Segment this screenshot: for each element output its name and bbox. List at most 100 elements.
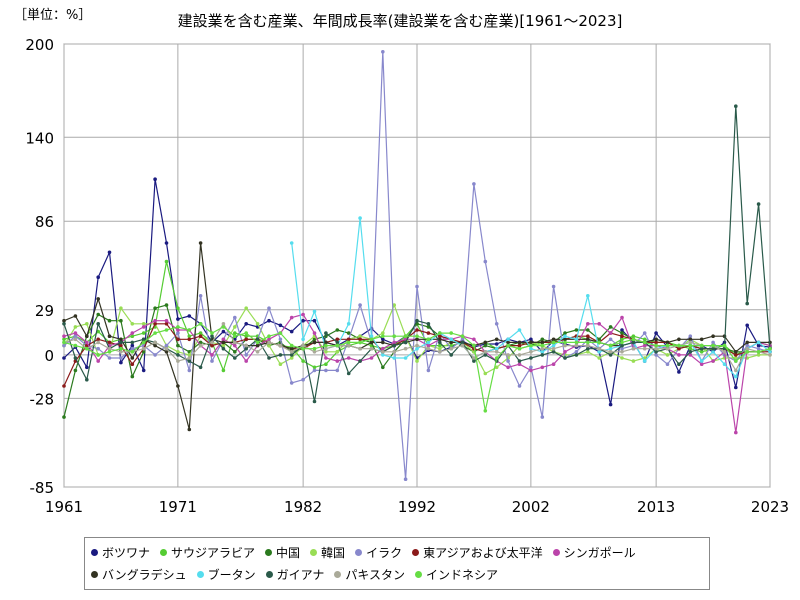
data-point: [586, 294, 590, 298]
data-point: [244, 346, 248, 351]
data-point: [198, 343, 203, 348]
data-point: [563, 356, 567, 360]
data-point: [426, 368, 431, 373]
data-point: [574, 343, 579, 348]
data-point: [745, 323, 749, 328]
data-point: [176, 306, 180, 311]
data-point: [608, 350, 613, 354]
data-point: [677, 370, 681, 374]
data-point: [483, 340, 488, 345]
data-point: [563, 334, 567, 339]
data-point: [176, 353, 180, 357]
data-point: [586, 343, 590, 348]
x-tick-label: 1982: [284, 498, 322, 516]
data-point: [574, 353, 579, 357]
data-point: [369, 356, 374, 360]
data-point: [324, 343, 328, 348]
data-point: [210, 340, 214, 345]
data-point: [734, 353, 738, 357]
data-point: [119, 346, 123, 351]
data-point: [312, 365, 317, 370]
data-point: [164, 303, 169, 307]
data-point: [460, 337, 465, 342]
data-point: [642, 343, 647, 348]
data-point: [233, 356, 237, 360]
data-point: [119, 343, 123, 348]
data-point: [187, 427, 192, 432]
data-point: [312, 309, 317, 314]
data-point: [62, 356, 66, 360]
data-point: [563, 350, 567, 354]
data-point: [301, 359, 305, 363]
data-point: [381, 353, 385, 357]
data-point: [369, 337, 374, 342]
data-point: [369, 346, 374, 351]
data-point: [745, 340, 749, 345]
data-point: [586, 350, 590, 354]
data-point: [620, 334, 624, 339]
data-point: [289, 343, 294, 348]
data-point: [608, 331, 613, 335]
data-point: [665, 343, 670, 348]
y-tick-label: -28: [30, 390, 55, 408]
legend-label: ガイアナ: [276, 567, 325, 582]
data-point: [176, 328, 180, 332]
data-point: [153, 318, 157, 323]
legend: ボツワナ サウジアラビア 中国 韓国 イラク 東アジアおよび太平洋 シンガポール バングラデ…: [84, 537, 710, 590]
data-point: [711, 359, 715, 363]
data-point: [221, 322, 226, 326]
data-point: [768, 353, 772, 357]
data-point: [449, 331, 454, 335]
data-point: [392, 356, 397, 360]
data-point: [586, 322, 590, 326]
data-point: [460, 343, 465, 348]
data-point: [346, 331, 351, 335]
series-11: [62, 322, 772, 373]
data-point: [289, 329, 294, 334]
data-point: [278, 337, 283, 342]
data-point: [449, 337, 454, 342]
x-tick-label: 1961: [45, 498, 83, 516]
data-point: [324, 331, 328, 335]
data-point: [631, 337, 636, 342]
data-point: [335, 343, 340, 348]
data-point: [346, 343, 351, 348]
data-point: [267, 340, 271, 345]
data-point: [233, 331, 237, 335]
data-point: [141, 331, 146, 335]
data-point: [472, 359, 476, 363]
data-point: [187, 356, 192, 360]
data-point: [517, 359, 522, 363]
data-point: [233, 343, 237, 348]
data-point: [631, 334, 636, 339]
data-point: [381, 337, 385, 342]
data-point: [381, 340, 385, 345]
data-point: [529, 343, 533, 348]
legend-label: 韓国: [321, 545, 346, 560]
data-point: [642, 337, 647, 342]
data-point: [517, 328, 522, 332]
data-point: [130, 343, 135, 348]
data-point: [130, 362, 135, 367]
data-point: [358, 334, 362, 339]
data-point: [688, 337, 693, 342]
data-point: [335, 368, 340, 373]
data-point: [540, 350, 545, 354]
legend-item: パキスタン: [334, 566, 405, 583]
y-tick-label: 200: [25, 36, 54, 54]
data-point: [586, 346, 590, 351]
data-point: [665, 353, 670, 357]
y-tick-label: 140: [25, 129, 54, 147]
data-point: [221, 329, 226, 334]
data-point: [62, 337, 66, 342]
data-point: [642, 331, 647, 335]
data-point: [221, 368, 226, 373]
data-point: [130, 322, 135, 326]
data-point: [164, 318, 169, 323]
data-point: [426, 346, 431, 351]
data-point: [233, 340, 237, 345]
data-point: [335, 359, 340, 363]
data-point: [198, 294, 203, 298]
data-point: [153, 340, 157, 345]
data-point: [358, 359, 362, 363]
